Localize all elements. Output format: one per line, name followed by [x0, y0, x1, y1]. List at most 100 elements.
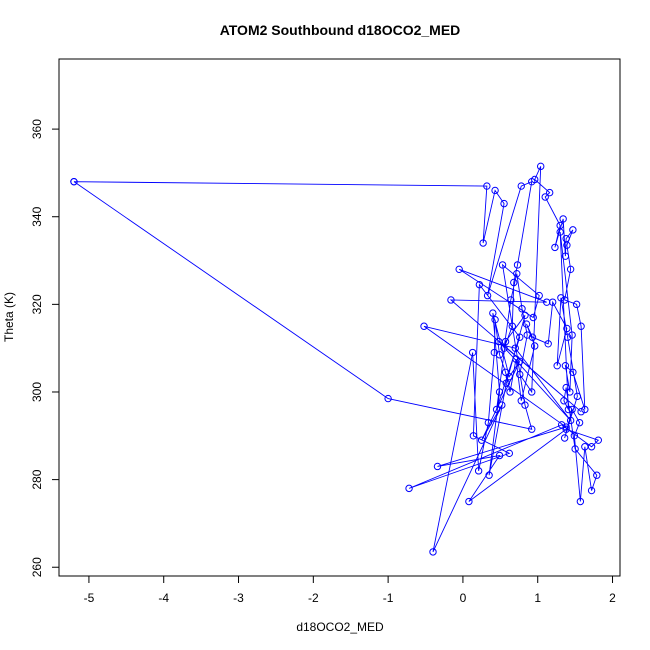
- data-point: [543, 298, 551, 306]
- data-point: [498, 401, 506, 409]
- data-point: [70, 177, 78, 186]
- data-point: [384, 394, 392, 403]
- y-tick-label: 340: [30, 206, 44, 226]
- data-point: [516, 370, 524, 379]
- data-point: [563, 333, 572, 341]
- data-point: [469, 432, 478, 440]
- data-point: [551, 243, 559, 252]
- data-point: [447, 296, 455, 304]
- data-point: [528, 425, 536, 433]
- data-point: [569, 368, 577, 376]
- data-point: [577, 322, 585, 330]
- data-point: [553, 361, 561, 370]
- data-point: [505, 449, 513, 458]
- data-point: [562, 423, 570, 431]
- data-point: [564, 405, 573, 414]
- data-point: [510, 278, 518, 287]
- data-point: [490, 348, 499, 357]
- data-point: [556, 228, 564, 236]
- data-point: [512, 355, 520, 363]
- data-point: [455, 265, 463, 274]
- data-point: [429, 548, 437, 556]
- data-point: [528, 333, 537, 341]
- data-point: [559, 215, 567, 223]
- data-point: [563, 324, 571, 333]
- data-point: [505, 372, 513, 381]
- data-point: [569, 226, 577, 234]
- chart-title: ATOM2 Southbound d18OCO2_MED: [220, 22, 461, 38]
- y-tick-label: 300: [30, 382, 44, 402]
- data-point: [483, 291, 492, 300]
- data-point: [495, 388, 504, 396]
- data-point: [508, 322, 516, 330]
- data-point: [563, 241, 571, 249]
- x-tick-label: -5: [84, 591, 95, 605]
- data-point: [572, 300, 581, 309]
- data-point: [477, 436, 486, 444]
- data-point: [577, 408, 585, 416]
- data-point: [485, 471, 493, 479]
- data-point: [587, 486, 596, 495]
- x-tick-label: 2: [609, 591, 616, 605]
- data-point: [568, 331, 576, 339]
- data-point: [560, 397, 568, 405]
- data-point: [516, 357, 524, 366]
- data-point: [465, 497, 473, 506]
- data-point: [593, 471, 601, 479]
- data-point: [545, 188, 554, 197]
- data-point: [500, 199, 508, 208]
- data-point: [544, 340, 552, 348]
- x-tick-label: 1: [534, 591, 541, 605]
- data-point: [475, 280, 484, 289]
- data-point: [518, 305, 526, 313]
- data-point: [566, 388, 574, 396]
- data-point: [571, 445, 579, 453]
- y-axis: 260 280 300 320 340 360: [30, 119, 60, 577]
- data-point: [587, 443, 596, 451]
- y-axis-label: Theta (K): [2, 292, 16, 342]
- data-point: [468, 348, 477, 357]
- x-tick-label: -2: [308, 591, 319, 605]
- data-point: [576, 497, 585, 506]
- data-point: [528, 388, 536, 396]
- data-point: [495, 337, 503, 346]
- data-point: [491, 186, 499, 195]
- y-tick-label: 280: [30, 469, 44, 489]
- data-point: [560, 434, 569, 442]
- data-point: [568, 405, 576, 414]
- data-point: [594, 436, 603, 444]
- data-point: [531, 175, 539, 184]
- data-point: [479, 239, 487, 247]
- data-point: [517, 182, 525, 190]
- data-point: [506, 388, 514, 396]
- data-point: [557, 294, 565, 302]
- x-axis-label: d18OCO2_MED: [296, 620, 384, 634]
- data-point: [535, 291, 543, 300]
- data-point: [531, 342, 539, 350]
- data-point: [529, 313, 537, 322]
- data-point: [502, 379, 510, 387]
- data-point: [495, 451, 504, 460]
- data-point: [562, 383, 570, 392]
- x-tick-label: 0: [460, 591, 467, 605]
- data-point: [489, 309, 497, 317]
- data-point: [521, 311, 529, 320]
- data-point: [561, 361, 570, 370]
- data-point: [405, 484, 413, 493]
- data-point: [581, 405, 589, 414]
- x-tick-label: -1: [383, 591, 394, 605]
- x-axis: -5 -4 -3 -2 -1 0 1 2: [84, 575, 616, 605]
- data-point: [562, 425, 570, 433]
- data-point: [522, 320, 531, 328]
- data-point: [516, 333, 524, 341]
- data-point: [575, 418, 584, 427]
- x-tick-label: -3: [233, 591, 244, 605]
- data-point: [557, 421, 566, 429]
- series-line: [73, 166, 600, 553]
- data-point: [517, 397, 525, 405]
- data-point: [570, 432, 579, 440]
- data-point: [484, 418, 493, 427]
- data-point: [433, 462, 442, 471]
